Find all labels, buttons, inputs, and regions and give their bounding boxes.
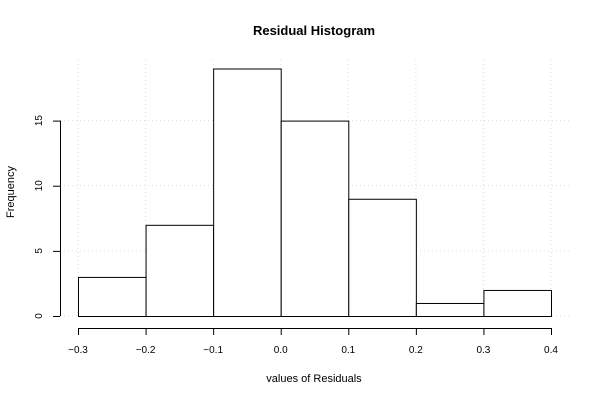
histogram-bar	[348, 198, 417, 317]
chart-title: Residual Histogram	[253, 23, 375, 38]
x-tick-label: 0.0	[274, 345, 288, 356]
y-tick-label: 15	[34, 115, 45, 127]
histogram-bar	[483, 289, 552, 317]
x-tick-label: 0.3	[476, 345, 490, 356]
y-tick-label: 10	[34, 180, 45, 192]
y-axis: 0 5 10 15	[34, 115, 61, 319]
x-tick-label: 0.4	[544, 345, 558, 356]
x-tick-label: −0.1	[203, 345, 223, 356]
histogram-bar	[213, 68, 282, 317]
x-axis-label: values of Residuals	[266, 373, 362, 385]
x-axis: −0.3 −0.2 −0.1 0.0 0.1 0.2 0.3 0.4	[68, 328, 558, 356]
histogram-bar	[78, 276, 147, 317]
y-tick-label: 5	[34, 248, 45, 254]
x-tick-label: −0.2	[136, 345, 156, 356]
y-axis-label: Frequency	[5, 166, 17, 218]
y-tick-label: 0	[34, 313, 45, 319]
histogram-bar	[280, 120, 350, 317]
histogram-bar	[415, 302, 485, 318]
histogram-bar	[145, 224, 215, 318]
x-tick-label: −0.3	[68, 345, 88, 356]
histogram-bars	[78, 68, 552, 318]
x-tick-label: 0.1	[341, 345, 355, 356]
x-tick-label: 0.2	[409, 345, 423, 356]
